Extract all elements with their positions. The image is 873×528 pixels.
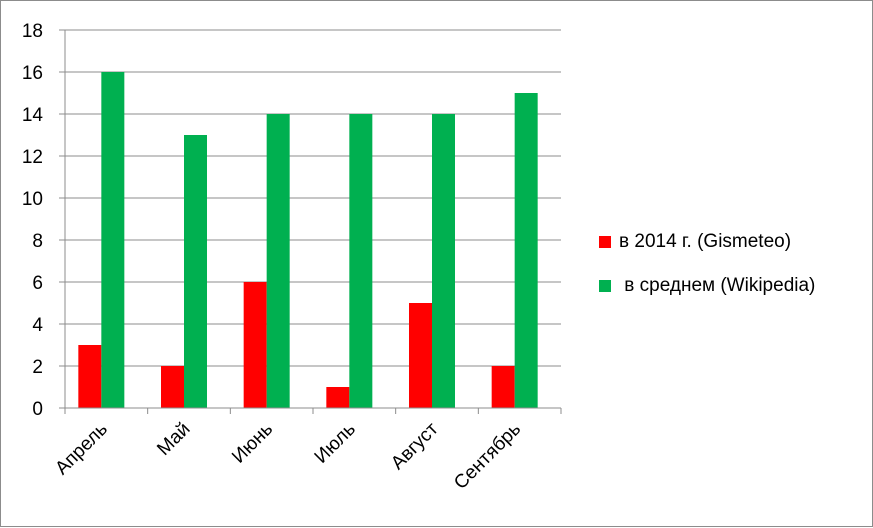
x-tick-label-2: Июнь xyxy=(228,419,277,468)
y-tick-label-16: 16 xyxy=(22,63,43,84)
bar-wikipedia-5 xyxy=(514,93,538,408)
bar-gismeteo-1 xyxy=(161,366,184,408)
legend-swatch-wikipedia xyxy=(599,280,611,292)
x-tick-label-3: Июль xyxy=(311,419,360,468)
x-tick-label-4: Август xyxy=(387,418,442,473)
bar-gismeteo-2 xyxy=(243,282,267,408)
y-tick-label-12: 12 xyxy=(22,147,43,168)
y-tick-label-14: 14 xyxy=(22,105,44,126)
y-tick-label-10: 10 xyxy=(22,189,43,210)
bar-wikipedia-1 xyxy=(184,135,207,408)
bar-gismeteo-3 xyxy=(326,387,350,408)
legend-item-gismeteo: в 2014 г. (Gismeteo) xyxy=(599,231,815,253)
bar-wikipedia-0 xyxy=(101,72,125,408)
y-tick-label-2: 2 xyxy=(32,357,43,378)
legend-item-wikipedia: в среднем (Wikipedia) xyxy=(599,275,815,297)
legend: в 2014 г. (Gismeteo) в среднем (Wikipedi… xyxy=(599,231,815,319)
y-tick-label-8: 8 xyxy=(32,231,43,252)
y-tick-label-4: 4 xyxy=(32,315,43,336)
y-tick-label-18: 18 xyxy=(22,21,43,42)
x-tick-label-0: Апрель xyxy=(51,419,111,479)
y-tick-label-0: 0 xyxy=(32,399,43,420)
legend-label-gismeteo: в 2014 г. (Gismeteo) xyxy=(619,231,792,252)
bar-wikipedia-4 xyxy=(432,114,455,408)
bar-gismeteo-0 xyxy=(78,345,102,408)
legend-swatch-gismeteo xyxy=(599,236,611,248)
bar-gismeteo-4 xyxy=(409,303,432,408)
x-tick-label-5: Сентябрь xyxy=(450,419,525,494)
legend-label-wikipedia: в среднем (Wikipedia) xyxy=(619,275,816,296)
y-tick-label-6: 6 xyxy=(32,273,43,294)
bar-wikipedia-3 xyxy=(349,114,373,408)
bar-gismeteo-5 xyxy=(491,366,515,408)
x-tick-label-1: Май xyxy=(153,419,194,460)
bar-wikipedia-2 xyxy=(266,114,290,408)
